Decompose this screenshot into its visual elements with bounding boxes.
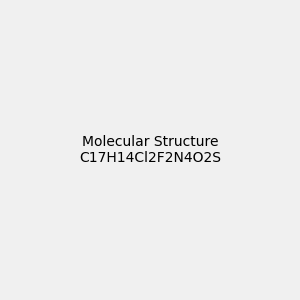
Text: Molecular Structure
C17H14Cl2F2N4O2S: Molecular Structure C17H14Cl2F2N4O2S bbox=[79, 135, 221, 165]
